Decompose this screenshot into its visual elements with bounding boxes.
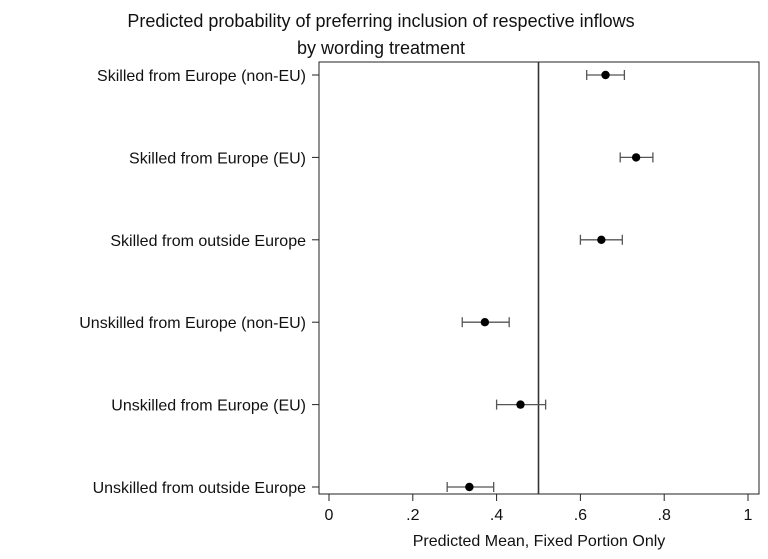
category-label: Skilled from Europe (non-EU) [97, 68, 306, 85]
category-label: Unskilled from outside Europe [93, 480, 307, 497]
category-label: Unskilled from Europe (non-EU) [79, 315, 306, 332]
data-point [480, 318, 490, 327]
x-tick-label: 1 [744, 507, 753, 524]
category-label: Skilled from Europe (EU) [129, 150, 306, 167]
x-tick-label: .4 [490, 507, 503, 524]
category-label: Unskilled from Europe (EU) [111, 398, 306, 415]
data-point [465, 482, 474, 492]
data-point [597, 235, 606, 244]
data-point [601, 70, 610, 80]
x-axis-label: Predicted Mean, Fixed Portion Only [413, 533, 666, 550]
x-tick-label: .8 [658, 507, 671, 524]
chart-subtitle: by wording treatment [297, 38, 465, 58]
data-point [516, 400, 525, 409]
data-point [631, 153, 641, 162]
x-tick-label: .2 [406, 507, 419, 524]
category-label: Skilled from outside Europe [110, 233, 306, 250]
x-tick-label: .6 [574, 507, 587, 524]
chart-title: Predicted probability of preferring incl… [127, 11, 634, 31]
x-tick-label: 0 [325, 507, 334, 524]
